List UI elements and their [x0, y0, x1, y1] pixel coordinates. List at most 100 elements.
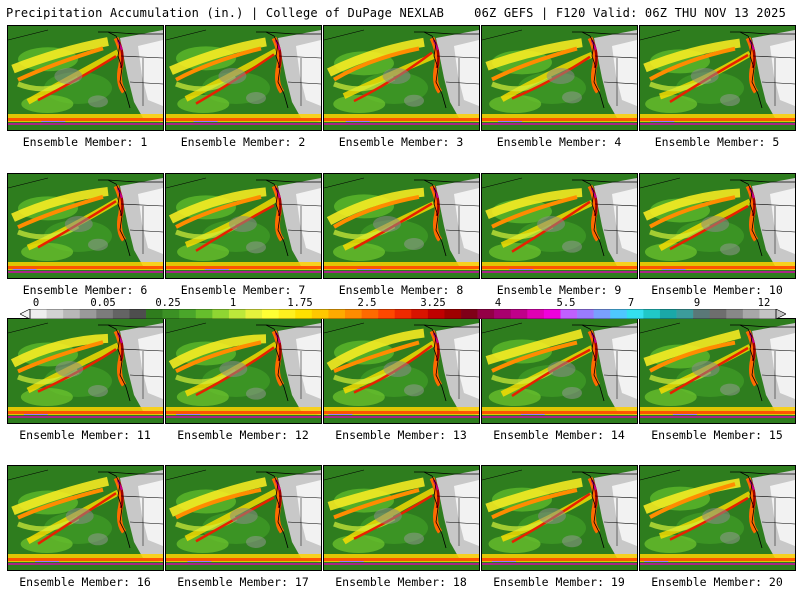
colorbar-tick-label: 1	[229, 297, 237, 309]
colorbar-tick-label: 4	[494, 297, 502, 309]
ensemble-member-label: Ensemble Member: 15	[651, 428, 783, 442]
colorbar-swatch	[643, 309, 661, 319]
ensemble-member-map	[323, 318, 480, 424]
run-valid-time: 06Z GEFS | F120 Valid: 06Z THU NOV 13 20…	[474, 6, 786, 20]
colorbar-swatch	[742, 309, 760, 319]
colorbar-swatch	[79, 309, 97, 319]
ensemble-member-label: Ensemble Member: 18	[335, 575, 467, 589]
colorbar-tick-label: 0	[32, 297, 40, 309]
colorbar-swatch	[96, 309, 114, 319]
colorbar-tick-label: 2.5	[357, 297, 377, 309]
colorbar-swatch	[477, 309, 495, 319]
colorbar-swatch	[693, 309, 710, 319]
colorbar-swatch	[361, 309, 379, 319]
colorbar-tick-label: 3.25	[420, 297, 446, 309]
colorbar-swatch	[593, 309, 611, 319]
colorbar-tick-label: 0.05	[90, 297, 116, 309]
colorbar-swatch	[262, 309, 279, 319]
colorbar-swatch	[527, 309, 545, 319]
colorbar-swatch	[726, 309, 744, 319]
ensemble-member-label: Ensemble Member: 9	[496, 283, 622, 297]
colorbar-swatch	[394, 309, 412, 319]
colorbar-swatch	[195, 309, 213, 319]
ensemble-member-map	[7, 465, 164, 571]
colorbar-tick-label: 5.5	[556, 297, 576, 309]
colorbar-swatch	[228, 309, 246, 319]
colorbar-swatch	[129, 309, 147, 319]
colorbar-swatch	[146, 309, 163, 319]
colorbar	[20, 309, 786, 319]
colorbar-frame	[29, 309, 777, 319]
ensemble-member-label: Ensemble Member: 13	[335, 428, 467, 442]
colorbar-swatch	[494, 309, 512, 319]
ensemble-member-map	[165, 465, 322, 571]
ensemble-member-label: Ensemble Member: 12	[177, 428, 309, 442]
ensemble-member-label: Ensemble Member: 17	[177, 575, 309, 589]
colorbar-swatch	[378, 309, 396, 319]
ensemble-member-label: Ensemble Member: 7	[180, 283, 306, 297]
ensemble-member-label: Ensemble Member: 20	[651, 575, 783, 589]
colorbar-tick-label: 1.75	[287, 297, 313, 309]
ensemble-member-label: Ensemble Member: 19	[493, 575, 625, 589]
colorbar-swatch	[46, 309, 64, 319]
ensemble-member-label: Ensemble Member: 4	[496, 135, 622, 149]
colorbar-left-arrow	[20, 309, 31, 319]
ensemble-member-label: Ensemble Member: 8	[338, 283, 464, 297]
ensemble-member-map	[7, 173, 164, 279]
colorbar-tick-label: 0.25	[155, 297, 181, 309]
colorbar-swatch	[311, 309, 329, 319]
colorbar-tick-label: 9	[693, 297, 701, 309]
colorbar-tick-label: 7	[627, 297, 635, 309]
ensemble-member-label: Ensemble Member: 11	[19, 428, 151, 442]
colorbar-swatch	[709, 309, 727, 319]
colorbar-swatch	[577, 309, 594, 319]
product-title: Precipitation Accumulation (in.) | Colle…	[6, 6, 445, 20]
ensemble-member-map	[7, 25, 164, 131]
colorbar-swatch	[295, 309, 313, 319]
ensemble-member-map	[639, 318, 796, 424]
ensemble-member-map	[323, 173, 480, 279]
ensemble-member-map	[639, 25, 796, 131]
ensemble-member-label: Ensemble Member: 14	[493, 428, 625, 442]
ensemble-member-map	[639, 173, 796, 279]
colorbar-swatch	[543, 309, 561, 319]
colorbar-swatch	[411, 309, 429, 319]
colorbar-swatch	[676, 309, 694, 319]
colorbar-swatch	[610, 309, 628, 319]
colorbar-tick-label: 12	[757, 297, 771, 309]
colorbar-swatch	[461, 309, 478, 319]
ensemble-member-map	[481, 25, 638, 131]
colorbar-swatch	[427, 309, 445, 319]
ensemble-member-map	[165, 173, 322, 279]
ensemble-member-label: Ensemble Member: 2	[180, 135, 306, 149]
colorbar-swatch	[212, 309, 230, 319]
ensemble-member-map	[323, 25, 480, 131]
ensemble-member-label: Ensemble Member: 1	[22, 135, 148, 149]
ensemble-member-map	[323, 465, 480, 571]
ensemble-member-map	[7, 318, 164, 424]
ensemble-member-map	[481, 173, 638, 279]
colorbar-swatch	[328, 309, 346, 319]
colorbar-swatch	[162, 309, 180, 319]
ensemble-member-map	[481, 318, 638, 424]
ensemble-member-label: Ensemble Member: 5	[654, 135, 780, 149]
ensemble-member-label: Ensemble Member: 16	[19, 575, 151, 589]
ensemble-member-map	[481, 465, 638, 571]
colorbar-swatch	[344, 309, 362, 319]
ensemble-member-map	[165, 318, 322, 424]
ensemble-member-map	[639, 465, 796, 571]
colorbar-swatch	[659, 309, 677, 319]
colorbar-swatch	[112, 309, 130, 319]
ensemble-member-label: Ensemble Member: 3	[338, 135, 464, 149]
colorbar-swatch	[444, 309, 462, 319]
colorbar-swatch	[179, 309, 197, 319]
colorbar-swatch	[30, 309, 47, 319]
colorbar-swatch	[278, 309, 296, 319]
colorbar-swatch	[560, 309, 578, 319]
colorbar-swatch	[245, 309, 263, 319]
ensemble-member-map	[165, 25, 322, 131]
colorbar-swatch	[510, 309, 528, 319]
colorbar-swatch	[63, 309, 81, 319]
colorbar-swatch	[626, 309, 644, 319]
colorbar-swatch	[759, 309, 777, 319]
